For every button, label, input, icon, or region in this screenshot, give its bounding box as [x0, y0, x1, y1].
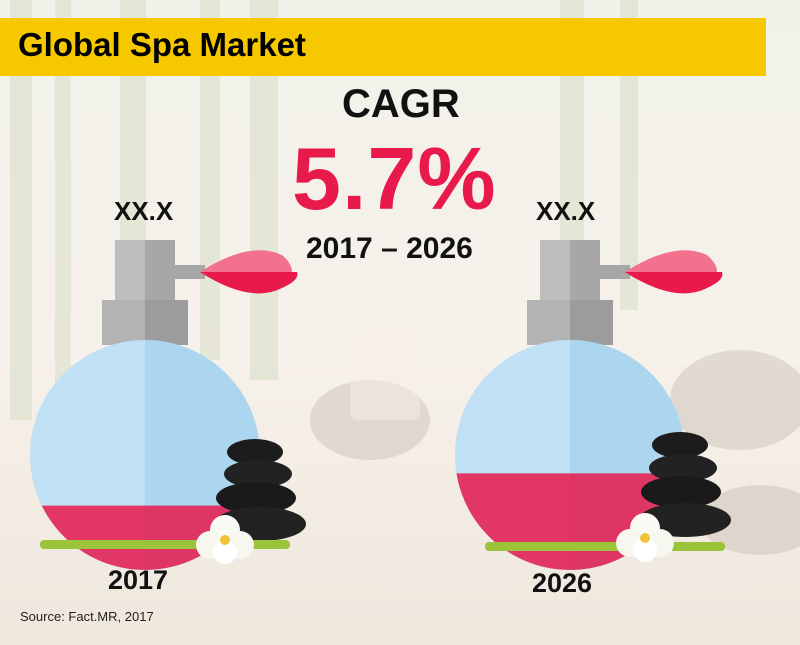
value-label-2026: XX.X	[536, 196, 596, 226]
atomizer-tube	[170, 265, 205, 279]
atomizer-tube	[595, 265, 630, 279]
cagr-label: CAGR	[342, 82, 460, 126]
year-label-2026: 2026	[532, 568, 593, 598]
orchid-flower	[196, 515, 254, 564]
cagr-period: 2017 – 2026	[306, 232, 473, 265]
year-label-2017: 2017	[108, 565, 169, 595]
title-bar: Global Spa Market	[0, 18, 766, 76]
cagr-value: 5.7%	[292, 129, 497, 228]
chart-title: Global Spa Market	[18, 26, 306, 63]
background-candle	[350, 330, 420, 420]
stone-stack	[214, 439, 306, 541]
value-label-2017: XX.X	[114, 196, 174, 226]
liquid-fill	[41, 505, 249, 570]
bottle-2026	[455, 240, 731, 570]
bamboo-stick	[485, 542, 725, 551]
stone-stack	[639, 432, 731, 537]
source-note: Source: Fact.MR, 2017	[20, 609, 154, 624]
orchid-flower	[616, 513, 674, 562]
bottle-2017	[30, 240, 306, 570]
